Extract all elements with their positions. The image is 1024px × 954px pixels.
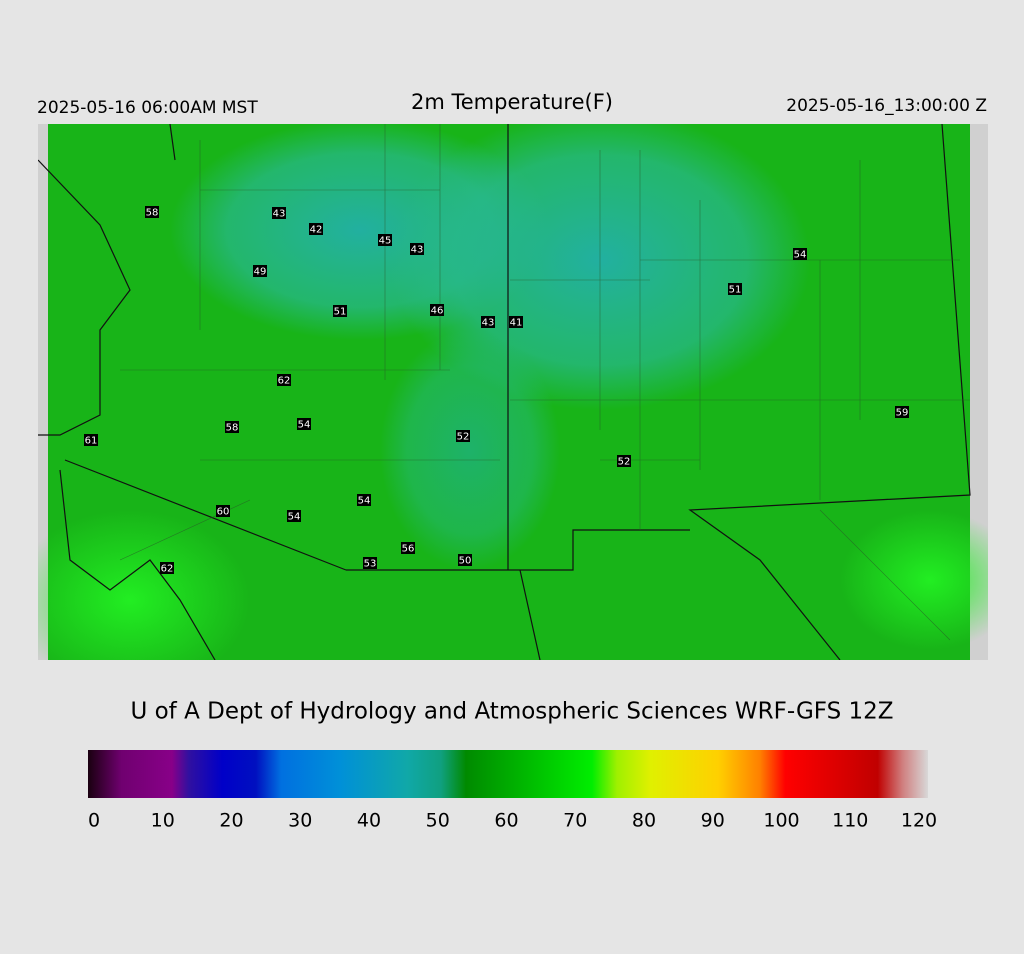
colorbar-tick-label: 50 bbox=[426, 810, 450, 832]
station-value: 51 bbox=[334, 307, 347, 318]
colorbar-tick-label: 110 bbox=[832, 810, 868, 832]
station-box bbox=[617, 455, 631, 467]
station-value: 45 bbox=[379, 236, 392, 247]
station-box bbox=[277, 374, 291, 386]
station-box bbox=[160, 562, 174, 574]
colorbar-tick-label: 20 bbox=[219, 810, 243, 832]
credit: U of A Dept of Hydrology and Atmospheric… bbox=[130, 699, 893, 725]
station-value: 49 bbox=[254, 267, 267, 278]
station-value: 54 bbox=[794, 250, 807, 261]
station-value: 51 bbox=[729, 285, 742, 296]
colorbar-tick-label: 80 bbox=[632, 810, 656, 832]
station-box bbox=[253, 265, 267, 277]
station-box bbox=[430, 304, 444, 316]
station-value: 62 bbox=[161, 564, 174, 575]
station-value: 46 bbox=[431, 306, 444, 317]
station-value: 50 bbox=[459, 556, 472, 567]
valid-time-utc: 2025-05-16_13:00:00 Z bbox=[786, 96, 987, 116]
colorbar-tick-label: 0 bbox=[88, 810, 100, 832]
station-box bbox=[363, 557, 377, 569]
station-value: 61 bbox=[85, 436, 98, 447]
station-value: 54 bbox=[358, 496, 371, 507]
station-value: 41 bbox=[510, 318, 523, 329]
station-box bbox=[458, 554, 472, 566]
station-box bbox=[481, 316, 495, 328]
station-box bbox=[84, 434, 98, 446]
station-value: 54 bbox=[298, 420, 311, 431]
station-value: 43 bbox=[273, 209, 286, 220]
station-box bbox=[357, 494, 371, 506]
map bbox=[38, 124, 988, 660]
station-box bbox=[145, 206, 159, 218]
station-box bbox=[378, 234, 392, 246]
station-box bbox=[728, 283, 742, 295]
station-value: 52 bbox=[618, 457, 631, 468]
station-box bbox=[793, 248, 807, 260]
colorbar-tick-label: 30 bbox=[288, 810, 312, 832]
valid-time-local: 2025-05-16 06:00AM MST bbox=[37, 98, 258, 118]
station-value: 58 bbox=[146, 208, 159, 219]
station-box bbox=[410, 243, 424, 255]
colorbar-tick-label: 60 bbox=[494, 810, 518, 832]
map-title: 2m Temperature(F) bbox=[411, 90, 613, 114]
colorbar-tick-label: 100 bbox=[763, 810, 799, 832]
station-box bbox=[309, 223, 323, 235]
station-value: 56 bbox=[402, 544, 415, 555]
colorbar-ticks: 0 10 20 30 40 50 60 70 80 90 100 110 120 bbox=[88, 810, 937, 832]
station-box bbox=[895, 406, 909, 418]
station-box bbox=[216, 505, 230, 517]
station-value: 43 bbox=[411, 245, 424, 256]
station-box bbox=[456, 430, 470, 442]
station-value: 52 bbox=[457, 432, 470, 443]
station-box bbox=[225, 421, 239, 433]
station-value: 53 bbox=[364, 559, 377, 570]
station-box bbox=[401, 542, 415, 554]
station-value: 54 bbox=[288, 512, 301, 523]
station-value: 62 bbox=[278, 376, 291, 387]
colorbar bbox=[88, 750, 928, 798]
station-labels: 58 43 42 45 43 49 51 46 43 41 54 51 62 58 54 52 61 52 59 54… bbox=[84, 206, 909, 575]
station-box bbox=[509, 316, 523, 328]
station-value: 59 bbox=[896, 408, 909, 419]
station-box bbox=[297, 418, 311, 430]
colorbar-tick-label: 120 bbox=[901, 810, 937, 832]
station-box bbox=[272, 207, 286, 219]
station-value: 43 bbox=[482, 318, 495, 329]
colorbar-tick-label: 90 bbox=[701, 810, 725, 832]
station-box bbox=[333, 305, 347, 317]
station-value: 60 bbox=[217, 507, 230, 518]
station-box bbox=[287, 510, 301, 522]
colorbar-tick-label: 40 bbox=[357, 810, 381, 832]
colorbar-tick-label: 70 bbox=[563, 810, 587, 832]
station-value: 58 bbox=[226, 423, 239, 434]
station-value: 42 bbox=[310, 225, 323, 236]
colorbar-tick-label: 10 bbox=[151, 810, 175, 832]
